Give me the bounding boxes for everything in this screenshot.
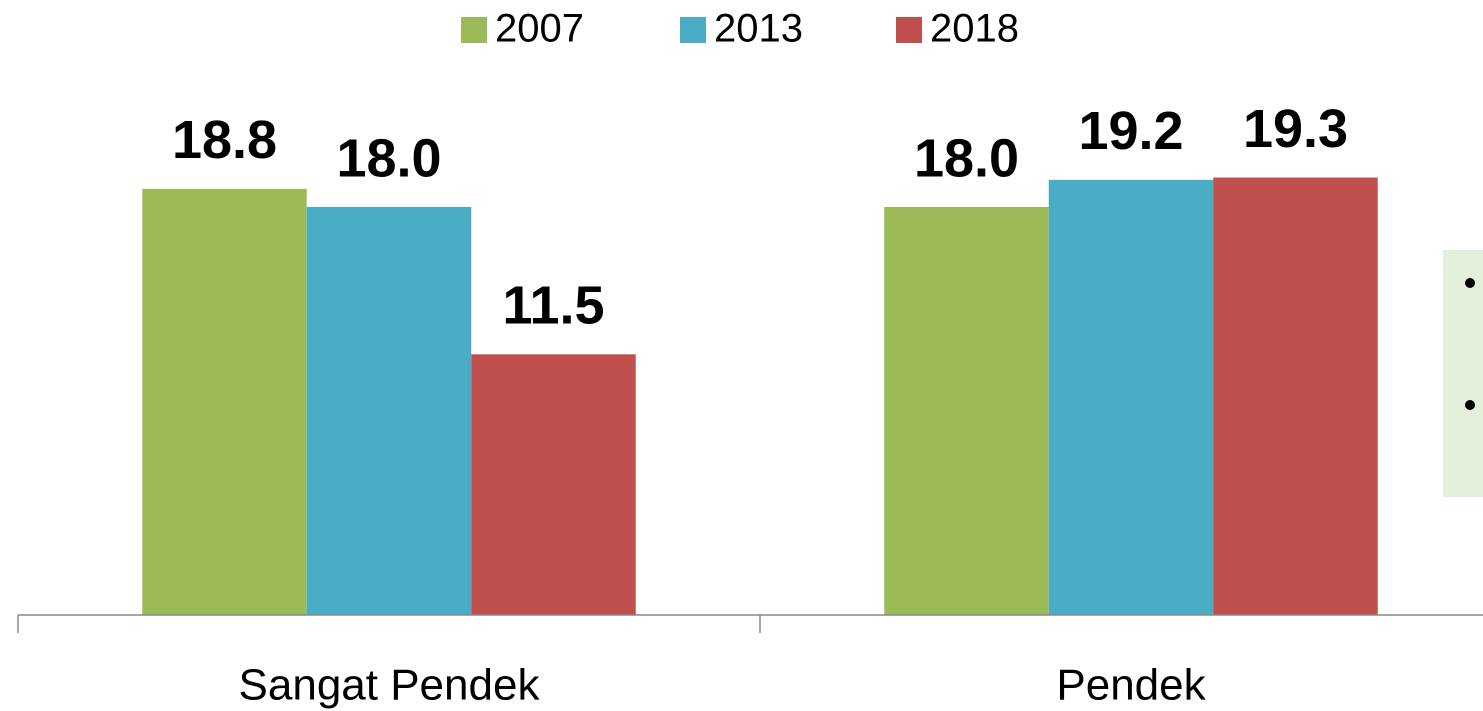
value-label: 18.0 <box>914 128 1019 188</box>
legend-label: 2018 <box>930 7 1019 51</box>
side-panel <box>1443 250 1483 497</box>
legend-label: 2007 <box>495 7 584 51</box>
bullet <box>1465 278 1475 288</box>
bar <box>884 207 1049 615</box>
legend-swatch <box>896 17 922 43</box>
legend-label: 2013 <box>714 7 803 51</box>
bar <box>471 354 636 615</box>
x-tick-label: Sangat Pendek <box>239 661 541 710</box>
bar <box>142 188 307 615</box>
value-label: 19.2 <box>1078 101 1183 161</box>
bar <box>306 207 472 615</box>
value-label: 11.5 <box>502 276 604 336</box>
value-label: 18.8 <box>172 110 277 170</box>
bar <box>1048 179 1214 616</box>
legend-swatch <box>461 17 487 43</box>
bullet <box>1465 400 1475 410</box>
x-tick-label: Pendek <box>1056 661 1206 710</box>
bar <box>1213 177 1378 616</box>
value-label: 18.0 <box>336 128 441 188</box>
value-label: 19.3 <box>1243 99 1348 159</box>
legend-swatch <box>680 17 706 43</box>
